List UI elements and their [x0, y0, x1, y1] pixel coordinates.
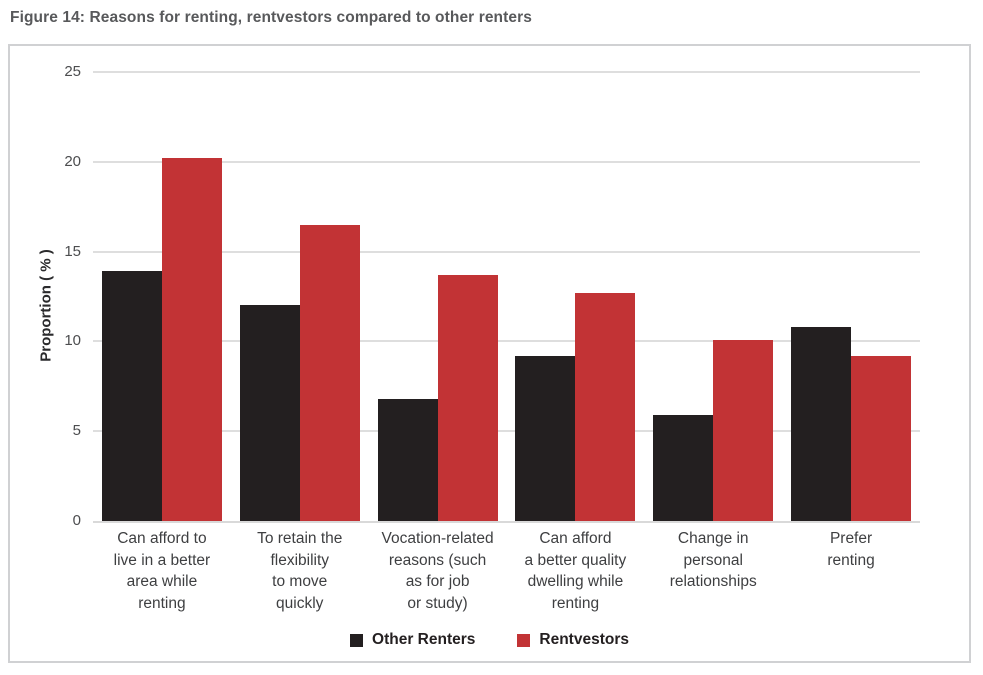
x-category-label: To retain the flexibility to move quickly [257, 530, 343, 612]
x-category-label: Prefer renting [827, 530, 875, 569]
bar-group [369, 72, 507, 521]
bar-rentvestors [713, 339, 774, 521]
figure-title: Figure 14: Reasons for renting, rentvest… [10, 9, 532, 26]
bar-rentvestors [161, 158, 222, 521]
plot-area: 0 5 10 15 20 25 [64, 63, 920, 529]
y-tick-label: 5 [72, 422, 81, 440]
gridline [93, 250, 920, 253]
legend-item: Rentvestors [517, 631, 629, 649]
y-tick-label: 25 [64, 63, 81, 80]
chart-panel: Proportion ( % ) 0 5 10 15 20 25 Can afford t… [8, 44, 971, 663]
legend-swatch [517, 633, 531, 647]
bar-rentvestors [437, 274, 498, 521]
bar-group [644, 72, 782, 521]
bar-group [231, 72, 369, 521]
legend: Other Renters Rentvestors [10, 631, 969, 649]
x-category-label: Vocation-related reasons (such as for job o… [381, 530, 494, 612]
legend-label: Rentvestors [539, 631, 629, 648]
legend-label: Other Renters [372, 631, 476, 648]
bar-group [782, 72, 920, 521]
bar-rentvestors [575, 292, 636, 521]
x-category-label: Can afford a better quality dwelling while… [524, 530, 627, 612]
bar-other-renters [101, 271, 162, 521]
legend-item: Other Renters [350, 631, 475, 649]
gridline [93, 71, 920, 73]
bar-group [93, 72, 231, 521]
x-axis-labels: Can afford to live in a better area while r… [93, 528, 920, 614]
y-tick-label: 20 [64, 152, 81, 170]
bar-other-renters [791, 327, 852, 521]
bar-rentvestors [851, 355, 912, 521]
bar-groups [93, 72, 920, 521]
legend-swatch [350, 633, 364, 647]
bar-other-renters [653, 415, 714, 521]
y-tick-label: 0 [72, 512, 81, 529]
gridline [93, 340, 920, 343]
gridline [93, 160, 920, 163]
x-category-label: Change in personal relationships [669, 530, 757, 590]
bar-other-renters [377, 398, 438, 521]
y-tick-label: 15 [64, 242, 81, 260]
bar-group [506, 72, 644, 521]
y-tick-label: 10 [64, 332, 81, 350]
bar-other-renters [239, 305, 300, 521]
bar-other-renters [515, 355, 576, 521]
bar-rentvestors [299, 224, 360, 521]
x-category-label: Can afford to live in a better area while r… [113, 530, 211, 612]
gridline [93, 430, 920, 433]
